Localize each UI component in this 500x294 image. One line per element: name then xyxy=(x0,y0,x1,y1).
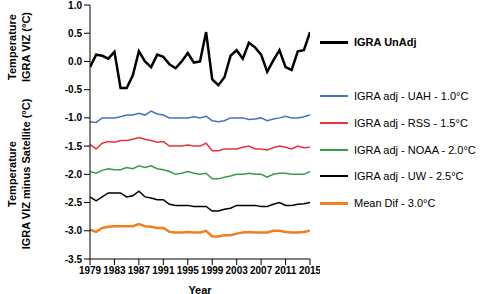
svg-text:Temperature: Temperature xyxy=(8,14,18,80)
svg-text:-2.5: -2.5 xyxy=(65,197,83,208)
svg-text:2015: 2015 xyxy=(299,265,320,276)
svg-text:1979: 1979 xyxy=(79,265,102,276)
svg-text:0.0: 0.0 xyxy=(68,56,82,67)
svg-text:2003: 2003 xyxy=(226,265,249,276)
svg-text:Temperature: Temperature xyxy=(8,141,18,207)
svg-text:1987: 1987 xyxy=(128,265,151,276)
svg-text:1991: 1991 xyxy=(152,265,175,276)
svg-text:1.0: 1.0 xyxy=(68,0,82,11)
svg-text:1983: 1983 xyxy=(103,265,126,276)
svg-text:-3.0: -3.0 xyxy=(65,225,83,236)
html-text:IGRA adj - NOAA - 2.0°C: IGRA adj - NOAA - 2.0°C xyxy=(354,144,476,156)
svg-text:2007: 2007 xyxy=(250,265,273,276)
svg-text:-2.0: -2.0 xyxy=(65,169,83,180)
svg-text:1999: 1999 xyxy=(201,265,224,276)
html-text:IGRA adj - UW - 2.5°C: IGRA adj - UW - 2.5°C xyxy=(354,170,464,182)
svg-text:-1.0: -1.0 xyxy=(65,112,83,123)
svg-text:-1.5: -1.5 xyxy=(65,141,83,152)
svg-text:IGRA VIZ minus Satellite (°C): IGRA VIZ minus Satellite (°C) xyxy=(20,98,32,249)
svg-text:-3.5: -3.5 xyxy=(65,254,83,265)
html-text:IGRA adj - UAH - 1.0°C: IGRA adj - UAH - 1.0°C xyxy=(354,90,469,102)
html-text:Mean Dif - 3.0°C: Mean Dif - 3.0°C xyxy=(354,197,436,209)
svg-text:0.5: 0.5 xyxy=(68,28,82,39)
html-text:IGRA UnAdj: IGRA UnAdj xyxy=(354,36,417,48)
svg-text:2011: 2011 xyxy=(275,265,297,276)
html-text:IGRA adj - RSS - 1.5°C: IGRA adj - RSS - 1.5°C xyxy=(354,117,468,129)
svg-text:1995: 1995 xyxy=(177,265,200,276)
svg-text:IGRA VIZ (°C): IGRA VIZ (°C) xyxy=(20,12,32,82)
svg-text:Year: Year xyxy=(188,284,212,294)
svg-text:-0.5: -0.5 xyxy=(65,84,83,95)
